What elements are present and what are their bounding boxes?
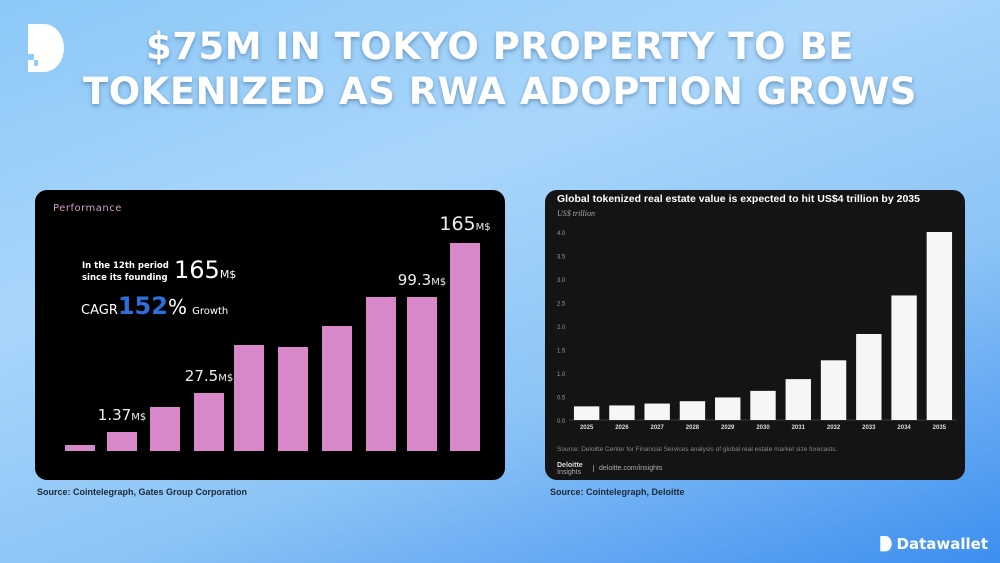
x-tick-label: 2028: [686, 425, 700, 431]
deloitte-bar: [856, 333, 882, 420]
y-tick-label: 2.5: [557, 302, 566, 308]
chart-heading: Performance: [53, 203, 122, 214]
performance-bar: [278, 347, 308, 451]
deloitte-bar: [644, 403, 670, 420]
title-line-1: $75M IN TOKYO PROPERTY TO BE: [146, 25, 854, 68]
y-tick-label: 1.5: [557, 349, 566, 355]
x-tick-label: 2025: [580, 425, 594, 431]
deloitte-bar-chart: 0.0 0.5 1.0 1.5 2.0 2.5 3.0 3.5 4.0 2025 2026 2027 2…: [557, 231, 957, 431]
y-tick-label: 1.0: [557, 372, 566, 378]
x-tick-label: 2027: [651, 425, 665, 431]
x-tick-label: 2026: [615, 425, 629, 431]
brand-name: Datawallet: [896, 535, 988, 553]
y-tick-label: 4.0: [557, 231, 566, 237]
deloitte-wordmark: Deloitte: [557, 462, 583, 469]
performance-bar: [107, 432, 137, 451]
bar-value-label: 1.37M$: [97, 406, 147, 425]
deloitte-bar: [785, 379, 811, 420]
deloitte-bar: [715, 397, 741, 420]
bar-value-label: 27.5M$: [184, 366, 234, 385]
headline-number: 165: [174, 256, 220, 284]
y-tick-label: 2.0: [557, 325, 566, 331]
cagr-value: 152: [117, 292, 168, 320]
performance-bar: [407, 297, 437, 451]
x-tick-label: 2029: [721, 425, 735, 431]
deloitte-bar: [679, 401, 706, 420]
performance-chart-panel: Performance In the 12th period since its…: [35, 190, 505, 480]
headline-value: 165M$: [174, 256, 236, 284]
datawallet-logo-icon: [28, 24, 64, 72]
x-tick-label: 2032: [827, 425, 841, 431]
deloitte-bar: [891, 295, 917, 420]
deloitte-bar: [820, 360, 847, 420]
right-source: Source: Cointelegraph, Deloitte: [550, 487, 685, 497]
intro-line-2: since its founding: [82, 273, 168, 283]
deloitte-bar: [926, 232, 953, 420]
deloitte-bar: [750, 390, 776, 420]
title-line-2: TOKENIZED AS RWA ADOPTION GROWS: [83, 70, 917, 113]
x-tick-label: 2034: [897, 425, 911, 431]
x-tick-label: 2035: [933, 425, 947, 431]
y-tick-label: 0.5: [557, 396, 566, 402]
performance-bar: [234, 344, 264, 451]
insights-wordmark: Insights: [557, 469, 582, 476]
y-tick-label: 3.0: [557, 278, 566, 284]
y-tick-label: 3.5: [557, 255, 566, 261]
intro-line-1: In the 12th period: [82, 261, 169, 271]
performance-bar: [366, 297, 396, 451]
headline-unit: M$: [219, 268, 237, 281]
x-tick-label: 2031: [792, 425, 806, 431]
y-tick-label: 0.0: [557, 419, 566, 425]
datawallet-icon: [879, 536, 892, 552]
performance-bar: [150, 407, 180, 451]
deloitte-logo: Deloitte Insights: [557, 462, 583, 476]
x-tick-label: 2030: [756, 425, 770, 431]
cagr-suffix: Growth: [192, 306, 229, 317]
cagr-percent: %: [167, 295, 187, 319]
performance-bar: [450, 243, 480, 451]
page-title: $75M IN TOKYO PROPERTY TO BE TOKENIZED A…: [0, 24, 1000, 114]
deloitte-bar: [609, 405, 635, 420]
deloitte-bar: [573, 406, 600, 420]
performance-bar: [322, 326, 352, 451]
chart-footnote: Source: Deloitte Center for Financial Se…: [557, 446, 838, 453]
deloitte-chart-panel: Global tokenized real estate value is ex…: [545, 190, 965, 480]
cagr-text: CAGR152% Growth: [81, 292, 228, 320]
chart-title: Global tokenized real estate value is ex…: [557, 193, 920, 205]
performance-bar: [65, 444, 95, 451]
deloitte-url: deloitte.com/insights: [593, 465, 662, 472]
bar-value-label: 165M$: [439, 213, 491, 235]
left-source: Source: Cointelegraph, Gates Group Corpo…: [37, 487, 248, 497]
x-tick-label: 2033: [862, 425, 876, 431]
brand: Datawallet: [879, 535, 988, 553]
performance-bar: [194, 392, 224, 451]
intro-text: In the 12th period since its founding: [82, 260, 169, 284]
bar-value-label: 99.3M$: [397, 271, 447, 290]
cagr-label: CAGR: [81, 303, 118, 318]
y-axis-label: US$ trillion: [557, 209, 596, 218]
